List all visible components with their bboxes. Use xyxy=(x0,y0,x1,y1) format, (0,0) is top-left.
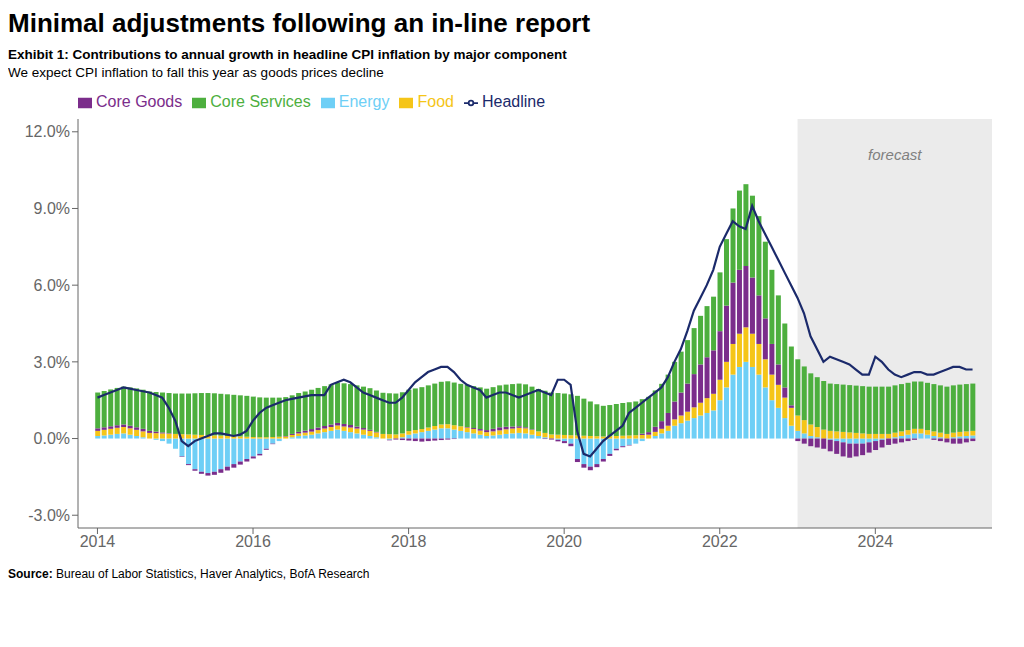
svg-text:2020: 2020 xyxy=(546,533,582,550)
svg-text:2014: 2014 xyxy=(80,533,116,550)
svg-text:2024: 2024 xyxy=(858,533,894,550)
svg-text:2018: 2018 xyxy=(391,533,427,550)
svg-text:forecast: forecast xyxy=(868,146,922,163)
svg-text:0.0%: 0.0% xyxy=(34,430,70,447)
svg-text:-3.0%: -3.0% xyxy=(28,507,70,524)
html-text:Food: Food xyxy=(417,93,454,110)
html-text:Source: Bureau of Labor Statis: Source: Bureau of Labor Statistics, Have… xyxy=(8,567,370,581)
html-text:Core Goods: Core Goods xyxy=(96,93,183,110)
svg-text:9.0%: 9.0% xyxy=(34,200,70,217)
svg-text:3.0%: 3.0% xyxy=(34,354,70,371)
svg-text:2022: 2022 xyxy=(702,533,738,550)
svg-text:12.0%: 12.0% xyxy=(25,123,70,140)
html-text:Headline: Headline xyxy=(481,93,546,110)
html-text:Exhibit 1: Contributions to an: Exhibit 1: Contributions to annual growt… xyxy=(8,47,567,62)
svg-text:6.0%: 6.0% xyxy=(34,277,70,294)
html-text:Core Services: Core Services xyxy=(210,93,311,110)
svg-text:2016: 2016 xyxy=(235,533,271,550)
html-text:We expect CPI inflation to fal: We expect CPI inflation to fall this yea… xyxy=(8,65,384,80)
html-text:Minimal adjustments following: Minimal adjustments following an in-line… xyxy=(8,8,591,38)
html-text:Energy: Energy xyxy=(338,93,390,110)
